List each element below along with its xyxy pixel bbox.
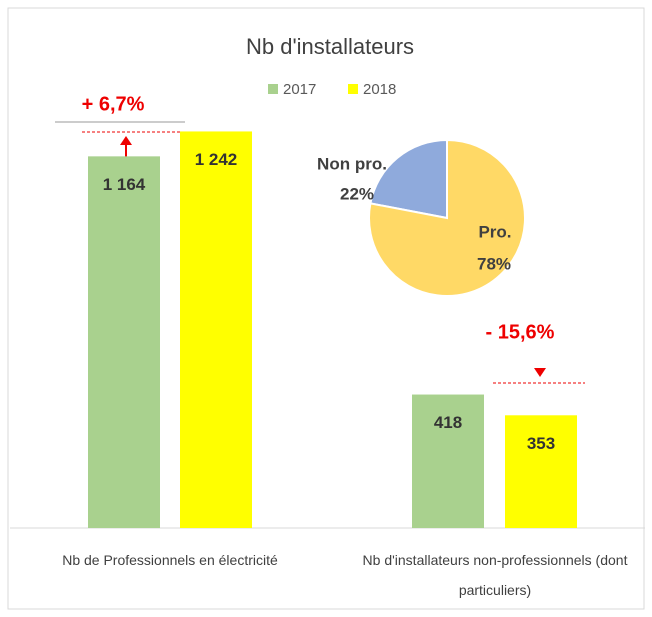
legend-swatch [268, 84, 278, 94]
legend-label: 2017 [283, 81, 316, 98]
annotation: - 15,6% [486, 321, 555, 343]
pie-label: Non pro. [317, 154, 387, 173]
annotation: + 6,7% [82, 93, 145, 115]
legend-swatch [348, 84, 358, 94]
pie-value-label: 78% [477, 254, 511, 273]
x-tick-label: Nb d'installateurs non-professionnels (d… [362, 552, 628, 598]
bar [180, 131, 252, 528]
annotation-arrowhead [534, 368, 546, 377]
pie-value-label: 22% [340, 184, 374, 203]
bar [88, 156, 160, 528]
chart-frame [7, 7, 645, 610]
data-label: 418 [434, 413, 462, 432]
bar [412, 394, 484, 528]
pie-label: Pro. [478, 222, 511, 241]
x-tick-label: Nb de Professionnels en électricité [62, 552, 278, 568]
legend-label: 2018 [363, 81, 396, 98]
annotation-arrowhead [120, 136, 132, 145]
pie-slice [368, 138, 526, 297]
data-label: 353 [527, 434, 555, 453]
data-label: 1 164 [103, 175, 146, 194]
data-label: 1 242 [195, 150, 238, 169]
pie-slice [369, 138, 448, 220]
bar [505, 415, 577, 528]
chart-title: Nb d'installateurs [246, 34, 414, 59]
